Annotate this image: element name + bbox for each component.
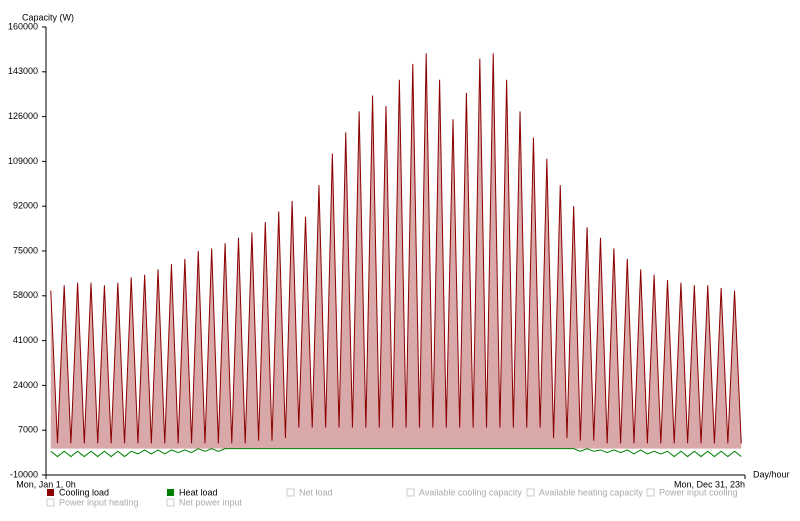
legend-label-inactive[interactable]: Net load: [299, 487, 333, 497]
y-tick-label: 58000: [13, 290, 38, 300]
y-tick-label: 41000: [13, 335, 38, 345]
legend-label[interactable]: Cooling load: [59, 487, 109, 497]
y-tick-label: 143000: [8, 66, 38, 76]
x-tick-label: Mon, Jan 1, 0h: [16, 479, 76, 489]
series-area: [50, 53, 742, 449]
y-tick-label: -10000: [10, 469, 38, 479]
legend-label[interactable]: Heat load: [179, 487, 218, 497]
legend-swatch-inactive: [286, 488, 295, 497]
x-axis-label: Day/hour: [753, 469, 790, 479]
legend-swatch-inactive: [646, 488, 655, 497]
series-line: [50, 53, 742, 444]
legend-swatch-inactive: [526, 488, 535, 497]
legend-label-inactive[interactable]: Available heating capacity: [539, 487, 643, 497]
legend-swatch-inactive: [406, 488, 415, 497]
y-tick-label: 109000: [8, 156, 38, 166]
y-tick-label: 24000: [13, 380, 38, 390]
y-tick-label: 160000: [8, 21, 38, 31]
legend-swatch: [47, 489, 54, 496]
y-tick-label: 7000: [18, 425, 38, 435]
legend-label-inactive[interactable]: Power input cooling: [659, 487, 738, 497]
legend-label-inactive[interactable]: Available cooling capacity: [419, 487, 522, 497]
legend-swatch-inactive: [46, 498, 55, 507]
series-line: [50, 448, 742, 458]
y-tick-label: 75000: [13, 245, 38, 255]
x-tick-label: Mon, Dec 31, 23h: [674, 479, 745, 489]
y-tick-label: 126000: [8, 111, 38, 121]
legend-swatch: [167, 489, 174, 496]
legend-label-inactive[interactable]: Net power input: [179, 497, 243, 507]
y-axis-label: Capacity (W): [22, 12, 74, 22]
y-tick-label: 92000: [13, 201, 38, 211]
legend-swatch-inactive: [166, 498, 175, 507]
legend-label-inactive[interactable]: Power input heating: [59, 497, 139, 507]
